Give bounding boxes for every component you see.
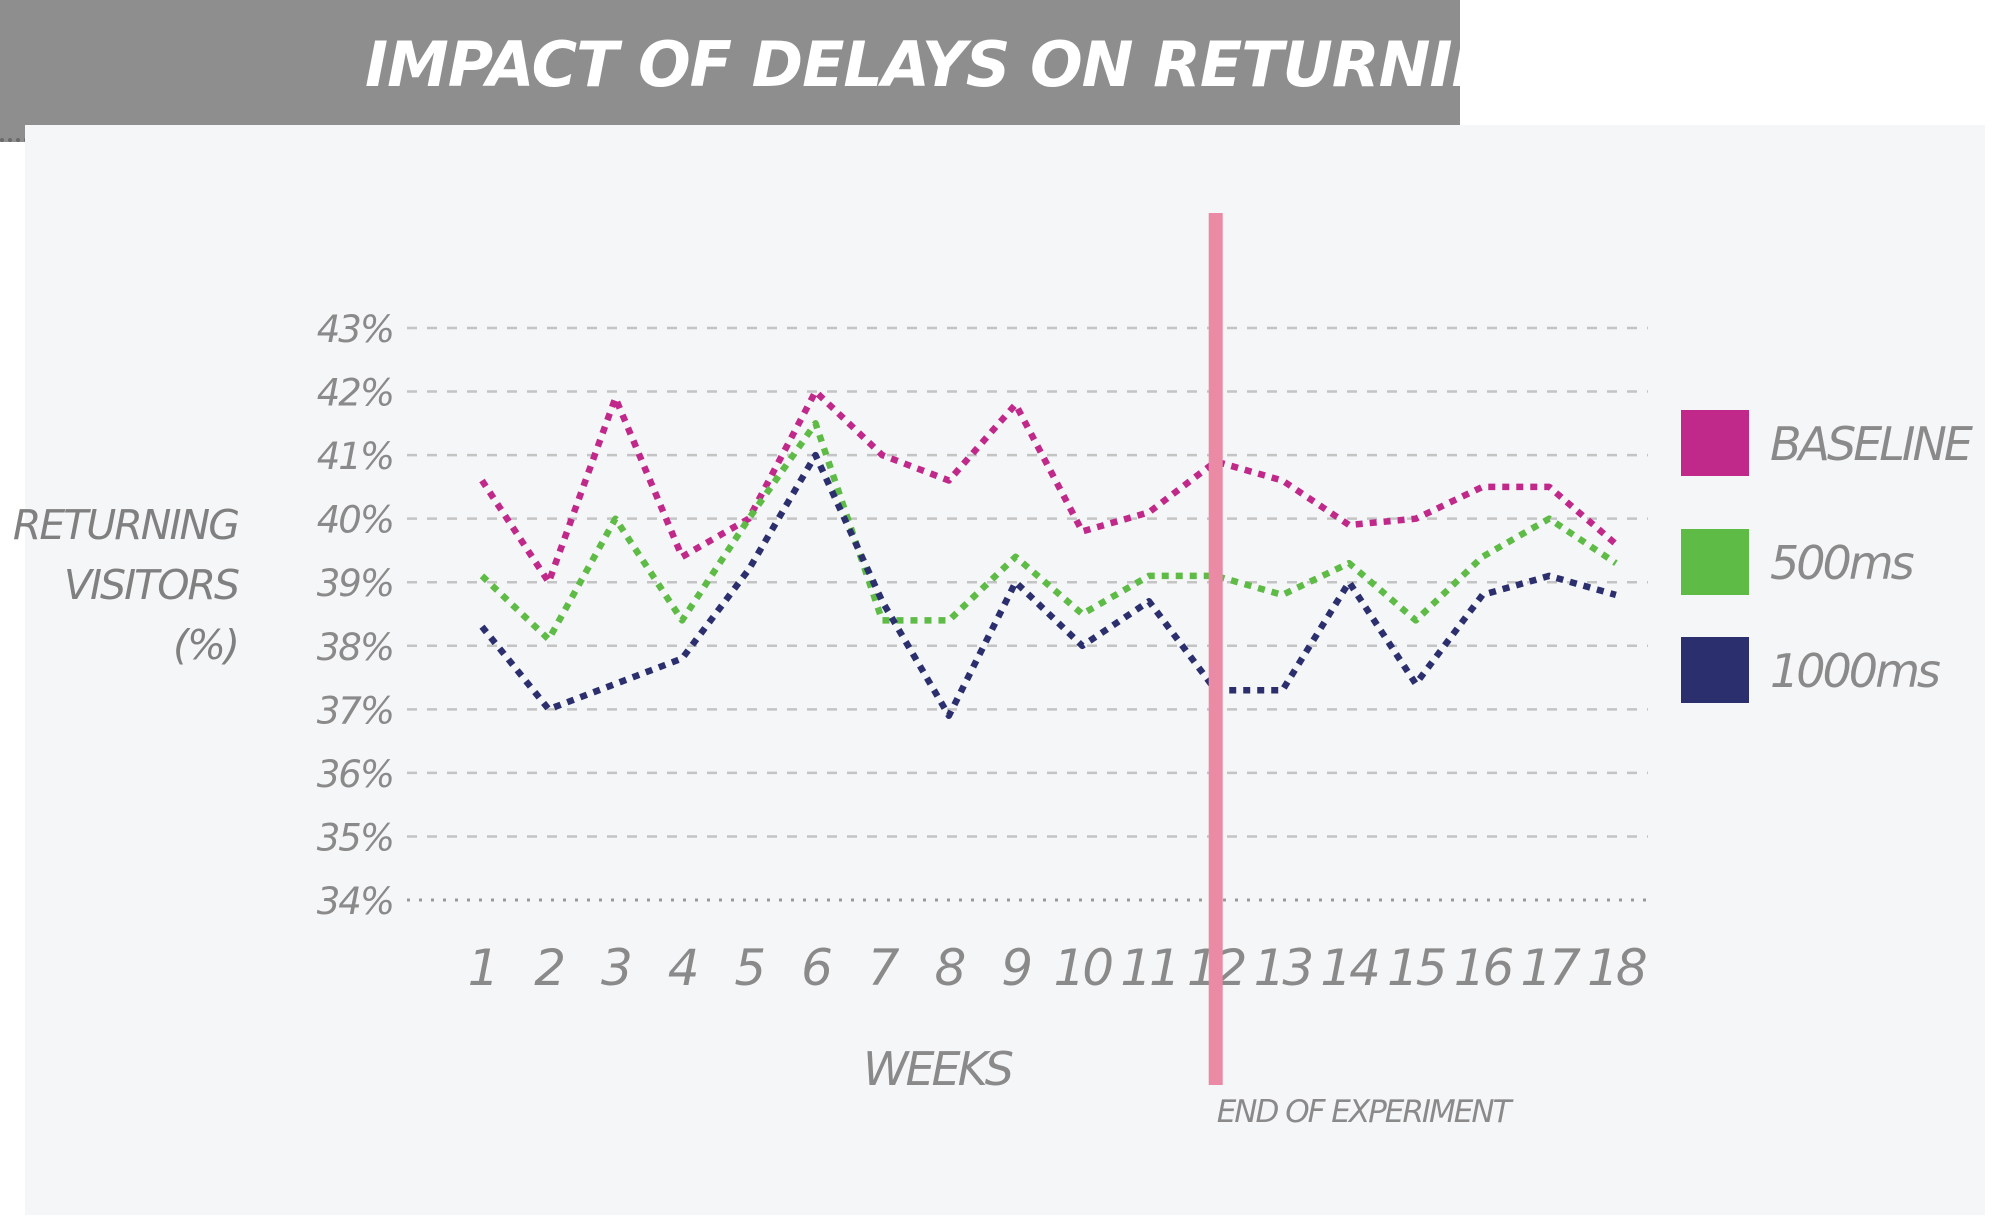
x-axis-label: WEEKS	[863, 1042, 1013, 1096]
series-line-1000ms	[479, 451, 1617, 719]
y-tick-label: 37%	[317, 689, 393, 732]
legend-swatch	[1681, 410, 1749, 476]
legend-swatch	[1681, 637, 1749, 703]
x-tick-label: 3	[601, 939, 630, 997]
x-tick-label: 14	[1320, 939, 1378, 997]
x-tick-label: 5	[734, 939, 764, 997]
y-tick-label: 43%	[317, 308, 393, 351]
series-line-500ms	[479, 420, 1618, 643]
x-tick-label: 17	[1520, 939, 1581, 997]
y-tick-label: 41%	[317, 435, 393, 478]
y-tick-label: 35%	[317, 816, 393, 859]
x-tick-label: 8	[934, 939, 964, 997]
x-tick-label: 6	[801, 939, 831, 997]
y-axis-label-line: RETURNING	[12, 501, 240, 549]
y-tick-label: 40%	[317, 499, 393, 542]
x-tick-label: 10	[1053, 939, 1112, 997]
chart-title: IMPACT OF DELAYS ON RETURNING VISITORS	[365, 28, 1892, 101]
plot-area	[25, 125, 1985, 1215]
end-of-experiment-line	[1208, 213, 1223, 1085]
y-tick-label: 36%	[317, 753, 393, 796]
legend-label: 500ms	[1770, 536, 1914, 590]
x-tick-label: 15	[1387, 939, 1446, 997]
y-axis-label-line: (%)	[173, 621, 240, 669]
x-tick-label: 18	[1587, 939, 1646, 997]
legend-label: BASELINE	[1770, 417, 1973, 471]
x-tick-label: 11	[1120, 939, 1178, 997]
legend-label: 1000ms	[1770, 644, 1940, 698]
legend-swatch	[1681, 529, 1749, 595]
x-tick-label: 2	[534, 939, 563, 997]
x-tick-label: 13	[1254, 939, 1312, 997]
y-axis-label-line: VISITORS	[63, 561, 240, 609]
x-tick-label: 16	[1454, 939, 1513, 997]
y-tick-label: 34%	[317, 880, 393, 923]
x-tick-label: 1	[468, 939, 497, 997]
x-tick-label: 7	[868, 939, 900, 997]
y-tick-label: 38%	[317, 626, 393, 669]
x-tick-label: 4	[668, 939, 697, 997]
x-tick-label: 9	[1001, 939, 1030, 997]
y-tick-label: 39%	[317, 562, 393, 605]
end-of-experiment-label: END OF EXPERIMENT	[1217, 1094, 1514, 1130]
y-axis-label: RETURNING VISITORS (%)	[12, 495, 240, 675]
y-tick-label: 42%	[317, 372, 393, 415]
series-line-baseline	[479, 388, 1619, 586]
title-banner: IMPACT OF DELAYS ON RETURNING VISITORS	[0, 0, 1892, 142]
